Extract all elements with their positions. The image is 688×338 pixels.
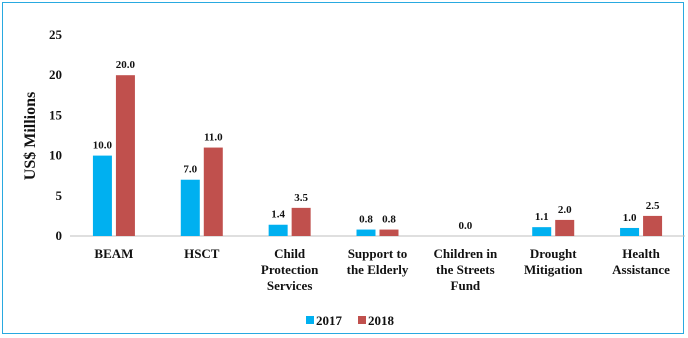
data-label: 0.8 [382, 214, 396, 226]
y-tick-label: 15 [49, 107, 63, 122]
data-label: 11.0 [204, 132, 223, 144]
y-tick-label: 25 [49, 27, 63, 42]
x-category-label: Mitigation [524, 262, 583, 277]
data-label: 2.0 [558, 204, 572, 216]
bar-2018 [291, 207, 311, 236]
x-category-label: Support to [348, 246, 408, 261]
x-category-label: Services [267, 278, 312, 293]
x-category-label: Fund [451, 278, 481, 293]
x-category-label: HSCT [184, 246, 220, 261]
y-tick-label: 0 [56, 228, 63, 243]
bar-2017 [356, 229, 376, 236]
bar-2018 [643, 215, 663, 236]
y-tick-label: 5 [56, 188, 63, 203]
data-label: 20.0 [116, 59, 136, 71]
data-label: 0.0 [458, 220, 472, 232]
x-category-label: Protection [261, 262, 319, 277]
x-category-label: Assistance [612, 262, 670, 277]
bar-2017 [92, 155, 112, 236]
bar-2017 [268, 224, 288, 236]
legend-swatch-2018 [358, 316, 366, 324]
bar-2018 [203, 147, 223, 236]
x-category-label: BEAM [94, 246, 133, 261]
y-axis-label: US$ Millions [22, 92, 39, 180]
x-category-label: Children in [434, 246, 498, 261]
data-label: 1.0 [623, 212, 637, 224]
data-label: 10.0 [93, 140, 113, 152]
x-category-label: Child [274, 246, 306, 261]
y-tick-label: 20 [49, 67, 62, 82]
x-category-label: the Elderly [347, 262, 409, 277]
legend-swatch-2017 [306, 316, 314, 324]
data-label: 0.8 [359, 214, 373, 226]
bar-2018 [115, 75, 135, 236]
x-category-label: Health [622, 246, 660, 261]
bar-2018 [555, 219, 575, 236]
legend-label: 2017 [316, 313, 343, 328]
data-label: 3.5 [294, 192, 308, 204]
bar-2018 [379, 229, 399, 236]
bar-2017 [532, 227, 552, 236]
chart-frame [2, 2, 684, 334]
x-category-label: Drought [530, 246, 577, 261]
data-label: 1.1 [535, 211, 549, 223]
data-label: 7.0 [183, 164, 197, 176]
legend-label: 2018 [368, 313, 395, 328]
bar-2017 [620, 227, 640, 236]
bar-2017 [180, 179, 200, 236]
data-label: 2.5 [646, 200, 660, 212]
data-label: 1.4 [271, 209, 285, 221]
x-category-label: the Streets [436, 262, 495, 277]
y-tick-label: 10 [49, 148, 62, 163]
